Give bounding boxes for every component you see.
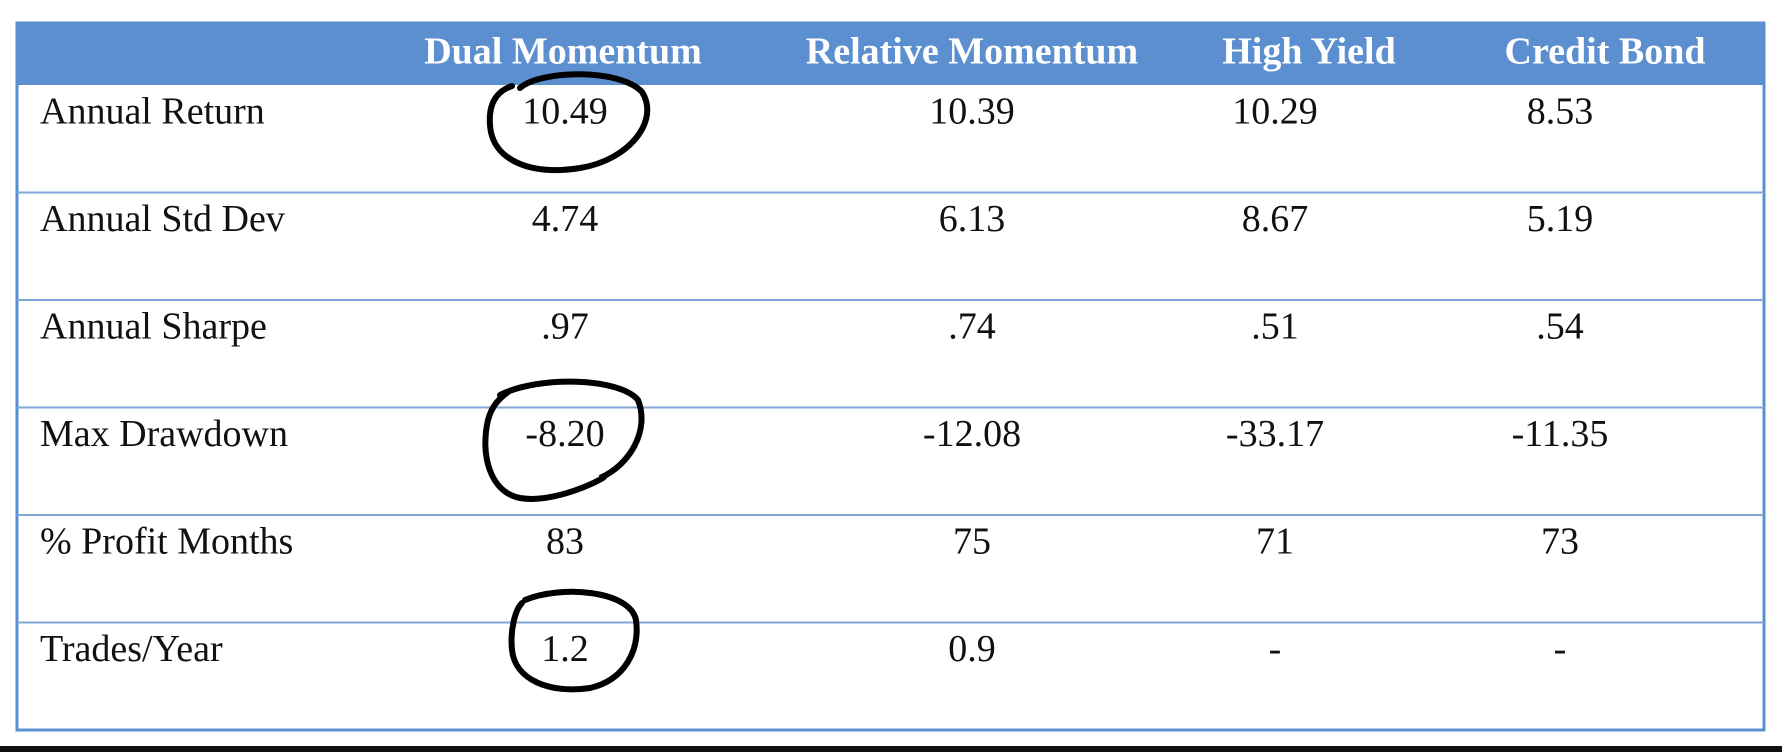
row-label: Trades/Year [40,628,223,670]
row-label: Max Drawdown [40,413,288,455]
header-band [17,23,1764,85]
bottom-edge [0,746,1782,752]
row-label: Annual Return [40,91,265,133]
row-label: Annual Sharpe [40,306,267,348]
cell-value: 8.53 [1527,91,1594,133]
cell-value: .51 [1251,306,1299,348]
cell-value: 0.9 [948,628,996,670]
cell-value: 10.39 [929,91,1015,133]
row-label: Annual Std Dev [40,198,285,240]
cell-value: 4.74 [532,198,599,240]
cell-value: -12.08 [923,413,1021,455]
column-header: Credit Bond [1505,31,1706,73]
cell-value: 75 [953,521,991,563]
annotations [482,71,651,693]
cell-value: .97 [541,306,589,348]
cell-value: 83 [546,521,584,563]
cell-value: .74 [948,306,996,348]
cell-value: 71 [1256,521,1294,563]
row-label: % Profit Months [40,521,293,563]
cell-value: 10.29 [1232,91,1318,133]
cell-value: 5.19 [1527,198,1594,240]
cell-value: 10.49 [522,91,608,133]
cell-value: 1.2 [541,628,589,670]
cell-value: - [1554,628,1567,670]
cell-value: - [1269,628,1282,670]
cell-value: -11.35 [1512,413,1609,455]
annotation-circle [508,588,640,693]
cell-value: 6.13 [939,198,1006,240]
column-header: Relative Momentum [806,31,1138,73]
cell-value: 8.67 [1242,198,1309,240]
cell-value: 73 [1541,521,1579,563]
cell-value: -33.17 [1226,413,1324,455]
annotation-circle [482,378,645,502]
table-frame [15,21,1766,732]
cell-value: -8.20 [525,413,604,455]
annotation-circle [486,71,651,174]
cell-value: .54 [1536,306,1584,348]
column-header: Dual Momentum [424,31,702,73]
column-header: High Yield [1222,31,1396,73]
